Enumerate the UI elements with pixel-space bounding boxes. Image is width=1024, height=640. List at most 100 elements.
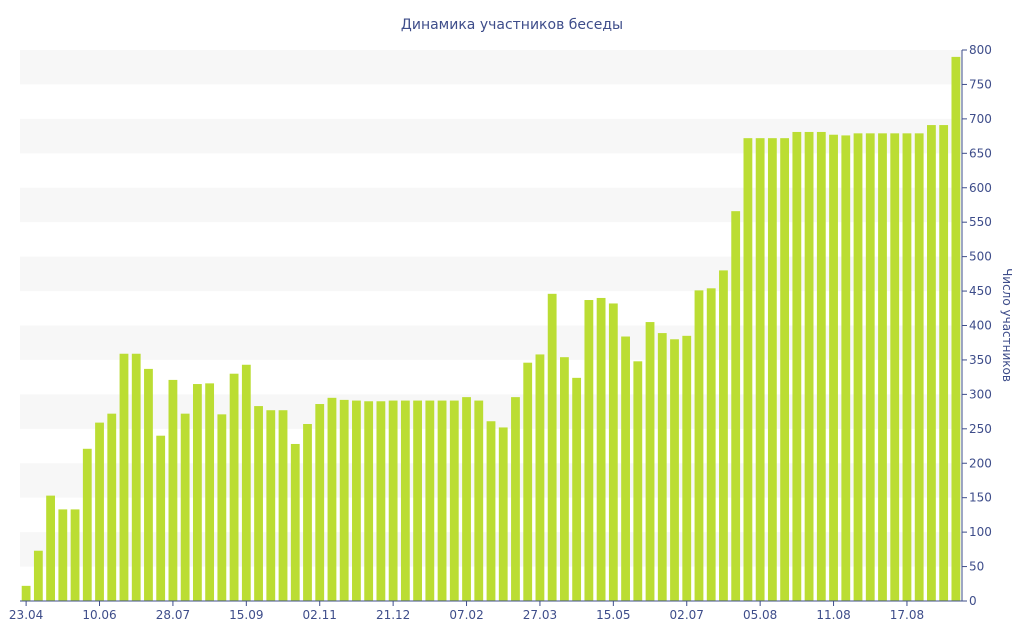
y-tick-label: 250 bbox=[969, 422, 992, 436]
x-tick-label: 28.07 bbox=[156, 608, 190, 622]
bar bbox=[400, 400, 410, 601]
bar bbox=[682, 335, 692, 601]
y-tick-label: 200 bbox=[969, 456, 992, 470]
bar bbox=[119, 353, 129, 601]
y-tick-label: 450 bbox=[969, 284, 992, 298]
y-tick-label: 700 bbox=[969, 112, 992, 126]
bar bbox=[229, 373, 239, 601]
bar bbox=[462, 397, 471, 601]
bar bbox=[388, 400, 398, 601]
y-tick-label: 750 bbox=[969, 77, 992, 91]
bar bbox=[767, 138, 777, 601]
bar bbox=[804, 131, 814, 601]
bar bbox=[596, 297, 606, 601]
bar bbox=[878, 133, 887, 601]
chart-title: Динамика участников беседы bbox=[401, 17, 623, 33]
bar bbox=[511, 397, 520, 601]
bar bbox=[364, 401, 374, 601]
bar bbox=[829, 134, 838, 601]
bar bbox=[144, 368, 153, 601]
bar bbox=[780, 138, 790, 601]
bar bbox=[719, 270, 728, 601]
bar bbox=[107, 413, 117, 601]
bar bbox=[58, 509, 68, 601]
bar bbox=[290, 443, 300, 601]
bar bbox=[95, 422, 104, 601]
bar bbox=[474, 400, 484, 601]
x-tick-label: 05.08 bbox=[743, 608, 777, 622]
x-tick-label: 07.02 bbox=[449, 608, 483, 622]
bar bbox=[33, 550, 43, 601]
bar bbox=[486, 421, 496, 601]
bar bbox=[278, 410, 288, 601]
y-tick-label: 650 bbox=[969, 146, 992, 160]
bar bbox=[914, 133, 924, 601]
bar bbox=[192, 384, 202, 601]
y-tick-label: 550 bbox=[969, 215, 992, 229]
x-tick-label: 15.05 bbox=[596, 608, 630, 622]
bar bbox=[339, 399, 349, 601]
bar bbox=[706, 288, 716, 601]
x-axis-ticks: 23.04 10.06 28.07 15.09 02.11 21.12 07.02 27.03… bbox=[9, 601, 924, 622]
x-tick-label: 02.07 bbox=[670, 608, 704, 622]
y-tick-label: 400 bbox=[969, 319, 992, 333]
bar bbox=[425, 400, 435, 601]
bar bbox=[621, 336, 630, 601]
bar bbox=[413, 400, 422, 601]
bar bbox=[939, 125, 949, 601]
bar bbox=[902, 133, 912, 601]
bar bbox=[657, 333, 667, 601]
y-tick-label: 150 bbox=[969, 491, 992, 505]
bar bbox=[217, 414, 227, 601]
bar bbox=[572, 377, 582, 601]
bar bbox=[82, 448, 92, 601]
bar bbox=[168, 379, 178, 601]
bar bbox=[523, 362, 533, 601]
y-tick-label: 50 bbox=[969, 560, 984, 574]
bar bbox=[927, 125, 936, 601]
x-tick-label: 27.03 bbox=[523, 608, 557, 622]
bar bbox=[841, 135, 851, 601]
y-axis-title: Число участников bbox=[1000, 268, 1014, 382]
bar bbox=[70, 509, 80, 601]
x-tick-label: 17.08 bbox=[890, 608, 924, 622]
bar bbox=[205, 383, 215, 601]
bar bbox=[853, 133, 863, 601]
grid-band bbox=[20, 50, 962, 85]
bar bbox=[46, 495, 55, 601]
bar bbox=[951, 56, 961, 601]
bar bbox=[376, 401, 386, 601]
bar bbox=[755, 138, 765, 601]
bar bbox=[633, 361, 643, 601]
bar bbox=[352, 400, 361, 601]
bar bbox=[608, 303, 618, 601]
bar bbox=[694, 290, 704, 601]
bar bbox=[21, 585, 31, 601]
y-tick-label: 800 bbox=[969, 43, 992, 57]
y-tick-label: 0 bbox=[969, 594, 977, 608]
bar bbox=[449, 400, 459, 601]
bar bbox=[498, 427, 508, 601]
bar bbox=[241, 364, 251, 601]
x-tick-label: 23.04 bbox=[9, 608, 43, 622]
bar bbox=[303, 423, 312, 601]
bar bbox=[327, 397, 337, 601]
bar bbox=[180, 413, 190, 601]
bar bbox=[437, 400, 447, 601]
bar bbox=[254, 406, 263, 601]
bar bbox=[266, 410, 276, 601]
bar bbox=[743, 138, 753, 601]
bar bbox=[547, 293, 557, 601]
bars bbox=[21, 56, 961, 602]
bar bbox=[584, 300, 594, 601]
y-tick-label: 350 bbox=[969, 353, 992, 367]
y-tick-label: 100 bbox=[969, 525, 992, 539]
bar bbox=[865, 133, 875, 601]
bar bbox=[131, 353, 141, 601]
bar bbox=[890, 133, 900, 601]
y-tick-label: 600 bbox=[969, 181, 992, 195]
bar bbox=[816, 131, 826, 601]
bar bbox=[560, 357, 569, 601]
y-axis-ticks: 0 50 100 150 200 250 300 350 400 450 500 550 600 650 7… bbox=[962, 43, 992, 608]
